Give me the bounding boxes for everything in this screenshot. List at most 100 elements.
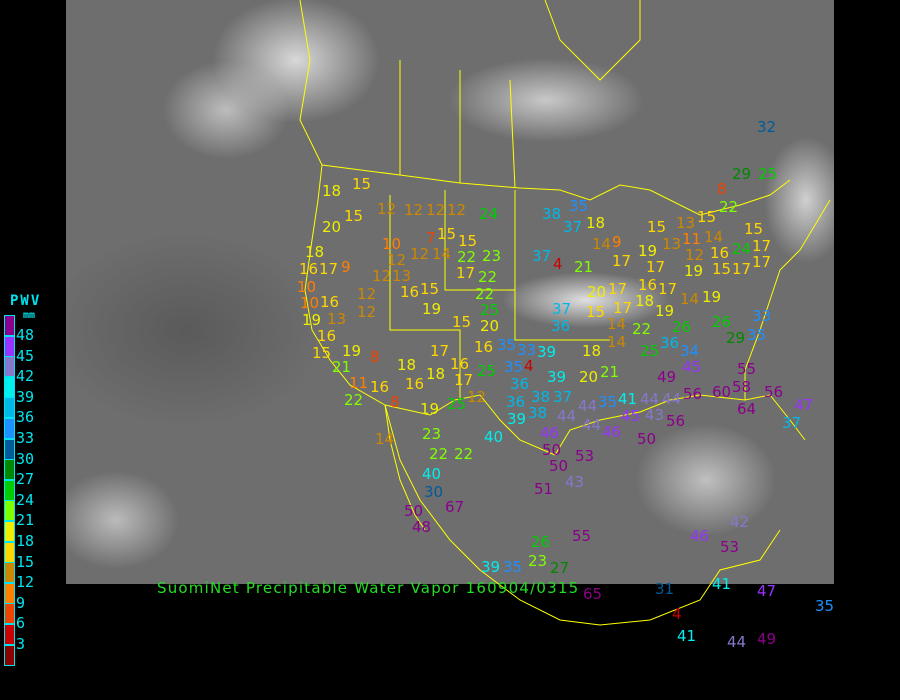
station-pwv-value: 42 xyxy=(730,513,750,531)
station-pwv-value: 58 xyxy=(732,378,752,396)
station-pwv-value: 20 xyxy=(587,283,607,301)
station-pwv-value: 23 xyxy=(482,247,502,265)
station-pwv-value: 7 xyxy=(426,229,436,247)
us-west-coast xyxy=(304,164,386,406)
station-pwv-value: 34 xyxy=(680,342,700,360)
station-pwv-value: 11 xyxy=(349,374,369,392)
legend-swatch xyxy=(4,521,15,542)
station-pwv-value: 13 xyxy=(327,310,347,328)
station-pwv-value: 25 xyxy=(758,165,778,183)
legend-swatch xyxy=(4,376,15,398)
station-pwv-value: 40 xyxy=(484,428,504,446)
station-pwv-value: 16 xyxy=(405,375,425,393)
station-pwv-value: 19 xyxy=(420,400,440,418)
legend-swatch xyxy=(4,603,15,625)
station-pwv-value: 10 xyxy=(382,235,402,253)
station-pwv-value: 46 xyxy=(690,527,710,545)
station-pwv-value: 27 xyxy=(550,559,570,577)
station-pwv-value: 17 xyxy=(430,342,450,360)
legend-label: 33 xyxy=(16,429,35,447)
station-pwv-value: 20 xyxy=(579,368,599,386)
station-pwv-value: 18 xyxy=(635,292,655,310)
station-pwv-value: 19 xyxy=(422,300,442,318)
station-pwv-value: 35 xyxy=(815,597,835,615)
station-pwv-value: 38 xyxy=(542,205,562,223)
legend-swatch xyxy=(4,418,15,439)
station-pwv-value: 39 xyxy=(547,368,567,386)
station-pwv-value: 17 xyxy=(752,253,772,271)
station-pwv-value: 35 xyxy=(504,358,524,376)
station-pwv-value: 12 xyxy=(377,200,397,218)
station-pwv-value: 17 xyxy=(454,371,474,389)
station-pwv-value: 56 xyxy=(683,385,703,403)
station-pwv-value: 15 xyxy=(697,208,717,226)
station-pwv-value: 16 xyxy=(400,283,420,301)
us-east-coast xyxy=(744,199,831,400)
legend-swatch xyxy=(4,356,15,378)
station-pwv-value: 9 xyxy=(612,233,622,251)
station-pwv-value: 22 xyxy=(454,445,474,463)
station-pwv-value: 44 xyxy=(578,397,598,415)
station-pwv-value: 12 xyxy=(410,245,430,263)
legend-swatch xyxy=(4,335,15,357)
station-pwv-value: 48 xyxy=(412,518,432,536)
station-pwv-value: 33 xyxy=(517,341,537,359)
station-pwv-value: 46 xyxy=(540,424,560,442)
station-pwv-value: 36 xyxy=(510,375,530,393)
station-pwv-value: 19 xyxy=(684,262,704,280)
legend-label: 42 xyxy=(16,367,35,386)
station-pwv-value: 49 xyxy=(757,630,777,648)
station-pwv-value: 17 xyxy=(319,260,339,278)
station-pwv-value: 22 xyxy=(429,445,449,463)
station-pwv-value: 37 xyxy=(552,300,572,318)
legend-label: 36 xyxy=(16,408,35,427)
station-pwv-value: 20 xyxy=(480,317,500,335)
station-pwv-value: 43 xyxy=(565,473,585,491)
satellite-map[interactable] xyxy=(66,0,834,584)
legend-label: 9 xyxy=(16,593,26,612)
station-pwv-value: 15 xyxy=(352,175,372,193)
station-pwv-value: 39 xyxy=(537,343,557,361)
station-pwv-value: 13 xyxy=(662,235,682,253)
station-pwv-value: 17 xyxy=(608,280,628,298)
province-line xyxy=(509,79,516,189)
station-pwv-value: 29 xyxy=(732,165,752,183)
station-pwv-value: 21 xyxy=(574,258,594,276)
station-pwv-value: 56 xyxy=(666,412,686,430)
station-pwv-value: 29 xyxy=(726,329,746,347)
station-pwv-value: 23 xyxy=(528,552,548,570)
state-line xyxy=(389,195,461,400)
legend-swatch xyxy=(4,562,15,584)
station-pwv-value: 35 xyxy=(598,393,618,411)
station-pwv-value: 20 xyxy=(322,218,342,236)
station-pwv-value: 16 xyxy=(299,260,319,278)
station-pwv-value: 41 xyxy=(677,627,697,645)
station-pwv-value: 4 xyxy=(672,605,682,623)
station-pwv-value: 22 xyxy=(632,320,652,338)
station-pwv-value: 15 xyxy=(344,207,364,225)
station-pwv-value: 17 xyxy=(646,258,666,276)
station-pwv-value: 47 xyxy=(794,396,814,414)
station-pwv-value: 14 xyxy=(607,333,627,351)
station-pwv-value: 49 xyxy=(657,368,677,386)
legend-swatch xyxy=(4,397,15,419)
station-pwv-value: 4 xyxy=(553,255,563,273)
station-pwv-value: 14 xyxy=(432,245,452,263)
station-pwv-value: 18 xyxy=(586,214,606,232)
station-pwv-value: 19 xyxy=(302,311,322,329)
station-pwv-value: 17 xyxy=(612,252,632,270)
station-pwv-value: 31 xyxy=(655,580,675,598)
legend-label: 45 xyxy=(16,346,35,365)
station-pwv-value: 16 xyxy=(710,244,730,262)
station-pwv-value: 16 xyxy=(317,327,337,345)
station-pwv-value: 37 xyxy=(553,388,573,406)
legend-label: 15 xyxy=(16,552,35,571)
station-pwv-value: 14 xyxy=(592,235,612,253)
legend-label: 27 xyxy=(16,470,35,489)
station-pwv-value: 8 xyxy=(390,393,400,411)
station-pwv-value: 12 xyxy=(426,201,446,219)
station-pwv-value: 15 xyxy=(420,280,440,298)
station-pwv-value: 44 xyxy=(557,407,577,425)
station-pwv-value: 50 xyxy=(549,457,569,475)
